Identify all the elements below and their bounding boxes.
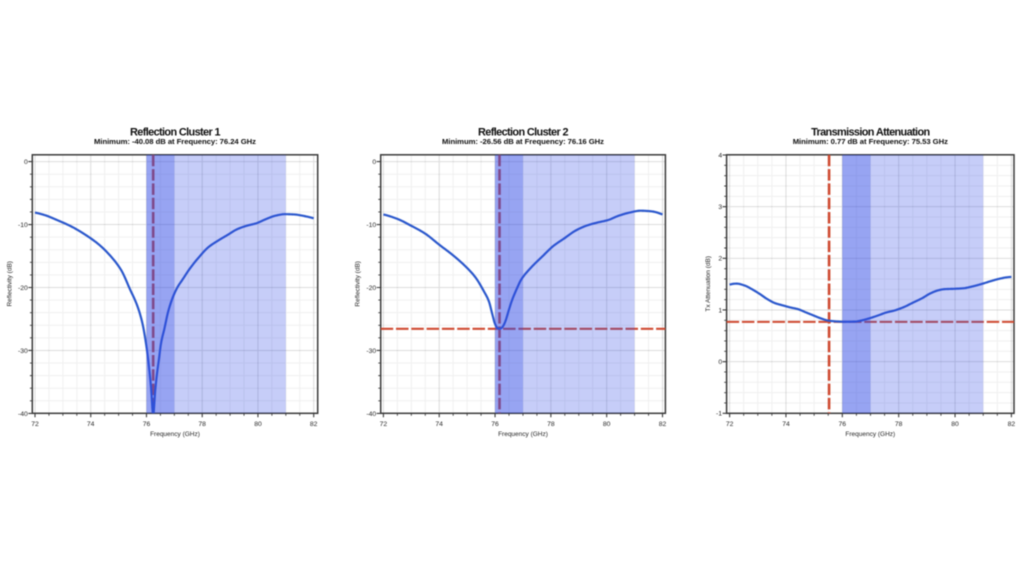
svg-text:-40: -40 bbox=[18, 411, 28, 418]
svg-text:82: 82 bbox=[659, 421, 667, 428]
svg-text:76: 76 bbox=[839, 421, 847, 428]
svg-text:72: 72 bbox=[726, 421, 734, 428]
svg-text:-1: -1 bbox=[716, 411, 722, 418]
svg-text:74: 74 bbox=[87, 421, 95, 428]
svg-text:78: 78 bbox=[547, 421, 555, 428]
svg-text:Tx Attenuation (dB): Tx Attenuation (dB) bbox=[705, 256, 712, 312]
svg-text:Minimum: -40.08 dB at Frequenc: Minimum: -40.08 dB at Frequency: 76.24 G… bbox=[94, 137, 256, 146]
svg-text:76: 76 bbox=[143, 421, 151, 428]
svg-text:-10: -10 bbox=[18, 222, 28, 229]
svg-text:Frequency (GHz): Frequency (GHz) bbox=[845, 431, 895, 438]
svg-text:Minimum: -26.56 dB at Frequenc: Minimum: -26.56 dB at Frequency: 76.16 G… bbox=[442, 137, 604, 146]
svg-text:-30: -30 bbox=[366, 348, 376, 355]
svg-text:0: 0 bbox=[718, 359, 722, 366]
svg-text:78: 78 bbox=[895, 421, 903, 428]
svg-text:Transmission Attenuation: Transmission Attenuation bbox=[811, 127, 929, 139]
svg-text:0: 0 bbox=[372, 159, 376, 166]
svg-text:-20: -20 bbox=[18, 285, 28, 292]
svg-text:-20: -20 bbox=[366, 285, 376, 292]
svg-text:2: 2 bbox=[718, 256, 722, 263]
svg-text:76: 76 bbox=[491, 421, 499, 428]
svg-text:-10: -10 bbox=[366, 222, 376, 229]
svg-text:Frequency (GHz): Frequency (GHz) bbox=[498, 431, 548, 438]
svg-text:-40: -40 bbox=[366, 411, 376, 418]
svg-text:80: 80 bbox=[254, 421, 262, 428]
svg-text:74: 74 bbox=[435, 421, 443, 428]
svg-text:74: 74 bbox=[782, 421, 790, 428]
svg-text:Reflectivity (dB): Reflectivity (dB) bbox=[355, 261, 362, 307]
svg-text:4: 4 bbox=[718, 152, 722, 159]
svg-text:1: 1 bbox=[718, 307, 722, 314]
svg-text:Minimum: 0.77 dB at Frequency:: Minimum: 0.77 dB at Frequency: 75.53 GHz bbox=[793, 137, 948, 146]
svg-text:82: 82 bbox=[310, 421, 318, 428]
svg-text:80: 80 bbox=[951, 421, 959, 428]
svg-text:3: 3 bbox=[718, 204, 722, 211]
svg-text:-30: -30 bbox=[18, 348, 28, 355]
svg-text:82: 82 bbox=[1008, 421, 1016, 428]
svg-text:72: 72 bbox=[380, 421, 388, 428]
svg-text:78: 78 bbox=[198, 421, 206, 428]
svg-text:Reflection Cluster 1: Reflection Cluster 1 bbox=[130, 127, 220, 139]
svg-text:80: 80 bbox=[603, 421, 611, 428]
svg-text:0: 0 bbox=[24, 159, 28, 166]
svg-text:Reflectivity (dB): Reflectivity (dB) bbox=[6, 261, 13, 307]
svg-text:Frequency (GHz): Frequency (GHz) bbox=[150, 431, 200, 438]
svg-text:Reflection Cluster 2: Reflection Cluster 2 bbox=[478, 127, 568, 139]
svg-text:72: 72 bbox=[31, 421, 39, 428]
